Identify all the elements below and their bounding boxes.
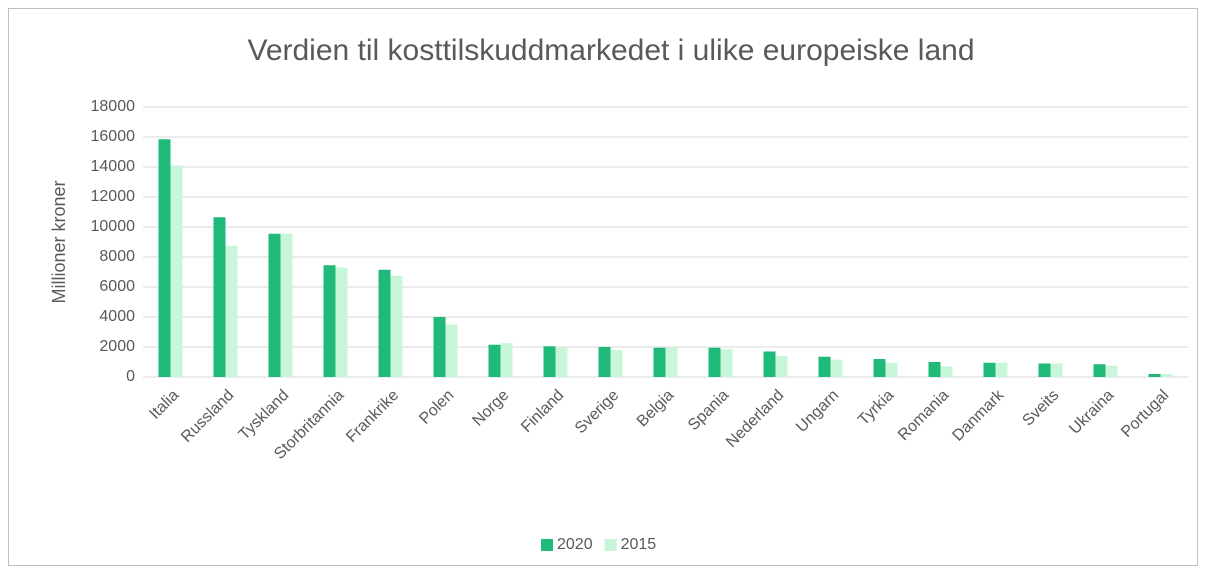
y-tick-label: 18000: [91, 98, 136, 115]
y-tick-label: 12000: [91, 188, 136, 205]
bar: [543, 346, 556, 377]
bar: [665, 347, 678, 377]
bar: [555, 347, 568, 377]
y-tick-label: 6000: [99, 278, 135, 295]
bar: [830, 359, 843, 377]
bar: [983, 362, 996, 377]
bar: [763, 351, 776, 377]
y-tick-label: 10000: [91, 218, 136, 235]
bar: [488, 344, 501, 377]
bar: [1038, 363, 1051, 377]
bar: [390, 275, 403, 377]
bar: [873, 359, 886, 377]
bar: [323, 265, 336, 377]
bar: [268, 233, 281, 377]
y-tick-label: 4000: [99, 308, 135, 325]
bar: [708, 347, 721, 377]
bar: [500, 343, 513, 377]
bar: [940, 366, 953, 377]
y-tick-label: 14000: [91, 158, 136, 175]
y-tick-label: 16000: [91, 128, 136, 145]
y-tick-label: 0: [126, 368, 135, 385]
bar: [598, 347, 611, 377]
chart-title: Verdien til kosttilskuddmarkedet i ulike…: [247, 34, 974, 67]
bar: [280, 233, 293, 377]
y-axis-label: Millioner kroner: [49, 180, 69, 303]
bar: [995, 362, 1008, 377]
bar: [885, 362, 898, 377]
legend-swatch: [541, 539, 553, 551]
bar: [170, 165, 183, 377]
bar: [433, 317, 446, 377]
bar: [928, 362, 941, 377]
bar: [335, 267, 348, 377]
bar: [1093, 364, 1106, 377]
bar: [225, 245, 238, 377]
bar: [378, 269, 391, 377]
legend-label: 2015: [621, 536, 657, 553]
legend-label: 2020: [557, 536, 593, 553]
legend-swatch: [604, 539, 617, 551]
bar: [1148, 374, 1161, 377]
bar: [158, 139, 171, 377]
bar: [653, 347, 666, 377]
bar: [775, 356, 788, 377]
bar: [720, 349, 733, 377]
bar: [1105, 365, 1118, 377]
y-tick-label: 8000: [99, 248, 135, 265]
bar: [1160, 374, 1173, 377]
bar: [445, 324, 458, 377]
bar: [610, 350, 623, 377]
bar: [213, 217, 226, 377]
bar: [1050, 363, 1063, 377]
bar: [818, 356, 831, 377]
y-tick-label: 2000: [99, 338, 135, 355]
